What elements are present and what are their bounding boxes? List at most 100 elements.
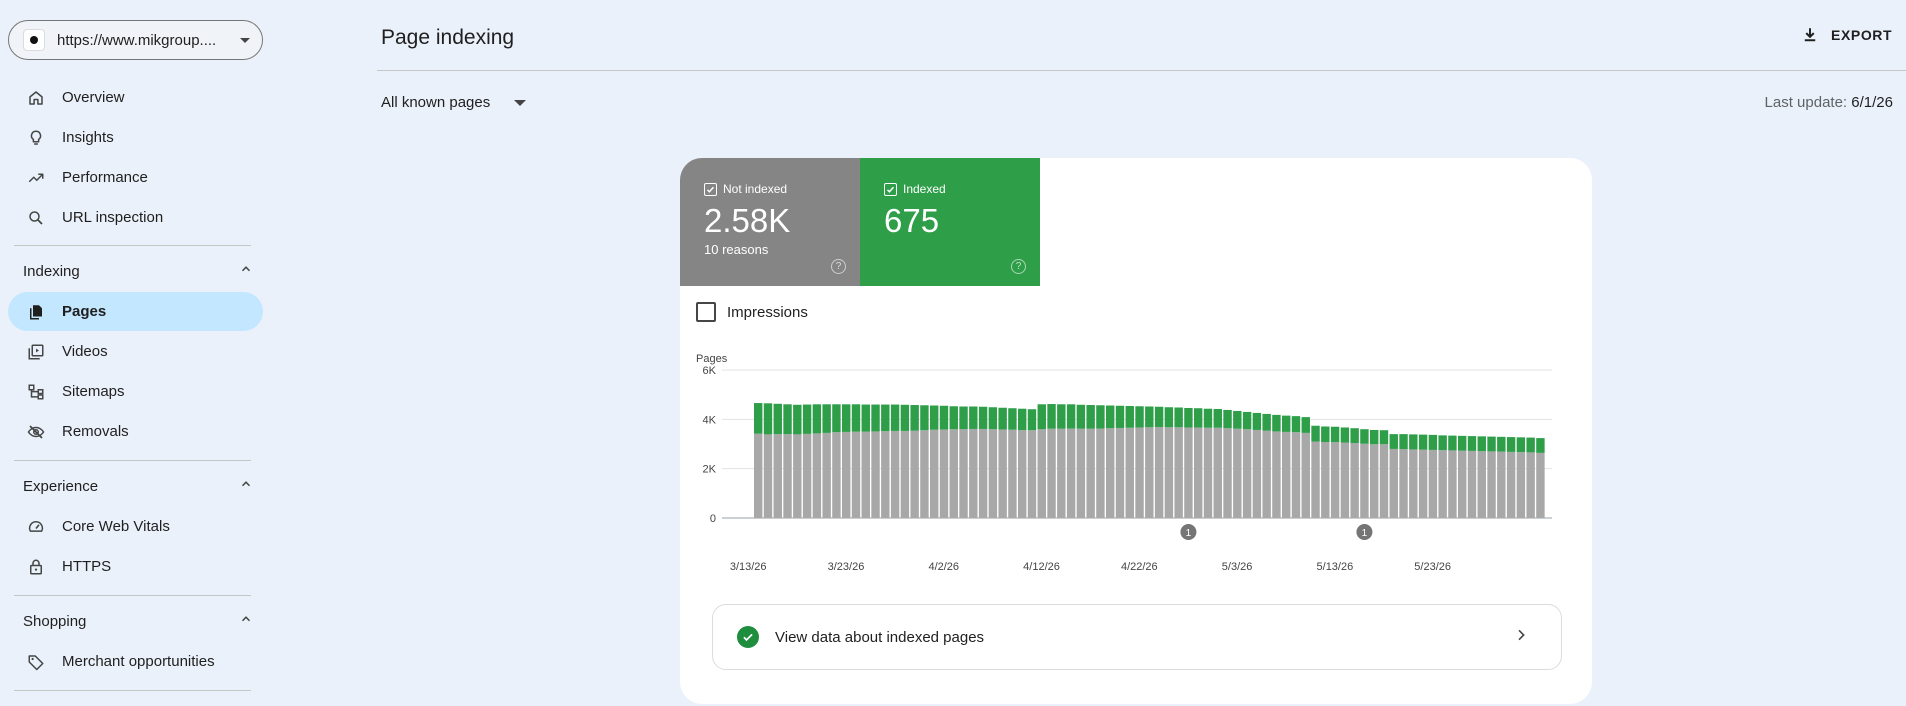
bar-not-indexed [1057,428,1066,518]
nav-videos[interactable]: Videos [8,332,263,371]
bar-indexed [1418,434,1428,450]
bar-indexed [978,406,988,429]
bar-indexed [832,404,841,433]
bar-not-indexed [1506,451,1516,518]
nav-label: URL inspection [62,209,164,226]
bar-not-indexed [890,430,900,518]
bar-not-indexed [1516,452,1526,518]
property-url: https://www.mikgroup.... [57,31,217,49]
x-tick-label: 5/3/26 [1222,561,1253,573]
bar-not-indexed [930,429,939,518]
nav-label: Pages [62,303,107,320]
bar-indexed [1115,405,1125,428]
checkbox-checked-icon[interactable] [884,182,897,196]
bar-indexed [1497,436,1506,452]
bar-indexed [1194,408,1203,428]
nav-sitemaps[interactable]: Sitemaps [8,372,263,411]
sidebar-divider [14,460,251,461]
bar-indexed [1174,407,1183,428]
bar-not-indexed [1233,428,1242,518]
header-divider [377,70,1906,71]
section-title: Shopping [23,612,87,630]
bar-indexed [1086,405,1095,429]
nav-performance[interactable]: Performance [8,158,263,197]
nav-url-inspection[interactable]: URL inspection [8,198,263,237]
check-circle-icon [737,626,759,648]
x-tick-label: 4/2/26 [928,561,959,573]
nav-insights[interactable]: Insights [8,118,263,157]
bar-not-indexed [802,433,812,518]
speed-gauge-icon [26,517,46,537]
bar-not-indexed [1154,426,1164,518]
bar-indexed [998,407,1007,430]
lock-icon [26,557,46,577]
view-indexed-pages-link[interactable]: View data about indexed pages [712,604,1562,670]
sidebar-divider [14,245,251,246]
bar-not-indexed [832,432,841,518]
nav-overview[interactable]: Overview [8,78,263,117]
nav-core-web-vitals[interactable]: Core Web Vitals [8,507,263,546]
bar-indexed [1262,413,1271,431]
bar-indexed [1184,407,1193,428]
bar-indexed [1125,406,1134,428]
checkbox-unchecked-icon[interactable] [696,302,716,322]
section-experience[interactable]: Experience [23,477,253,495]
export-button[interactable]: EXPORT [1801,26,1892,44]
bar-indexed [1203,408,1213,428]
nav-merchant-opportunities[interactable]: Merchant opportunities [8,642,263,681]
bar-indexed [1321,426,1330,443]
nav-removals[interactable]: Removals [8,412,263,451]
bar-not-indexed [1027,430,1037,518]
bar-not-indexed [1458,450,1467,518]
annotation-label: 1 [1186,528,1192,539]
x-tick-label: 4/22/26 [1121,561,1158,573]
bar-indexed [939,405,949,430]
property-selector[interactable]: https://www.mikgroup.... [8,20,263,60]
bar-indexed [1135,406,1144,428]
chevron-up-icon [239,262,253,280]
home-icon [26,88,46,108]
bar-not-indexed [773,434,782,518]
bar-indexed [1389,434,1398,449]
section-indexing[interactable]: Indexing [23,262,253,280]
not-indexed-tile[interactable]: Not indexed 2.58K 10 reasons ? [680,158,860,286]
chevron-right-icon [1513,627,1529,647]
bar-indexed [851,404,861,432]
last-update-value: 6/1/26 [1851,94,1893,111]
nav-pages[interactable]: Pages [8,292,263,331]
export-label: EXPORT [1831,27,1893,43]
bar-not-indexed [1242,429,1252,518]
help-icon[interactable]: ? [1011,259,1026,274]
bar-indexed [1027,409,1037,431]
bar-indexed [1340,427,1350,443]
bar-not-indexed [1076,428,1086,518]
indexed-tile[interactable]: Indexed 675 ? [860,158,1040,286]
help-icon[interactable]: ? [831,259,846,274]
sidebar-divider [14,690,251,691]
impressions-label: Impressions [727,303,808,321]
bar-not-indexed [1477,451,1486,518]
impressions-toggle[interactable]: Impressions [696,302,808,322]
bar-not-indexed [969,428,978,518]
checkbox-checked-icon[interactable] [704,182,717,196]
pages-filter-dropdown[interactable]: All known pages [381,94,527,111]
section-shopping[interactable]: Shopping [23,612,253,630]
bar-indexed [1018,408,1027,431]
nav-https[interactable]: HTTPS [8,547,263,586]
bar-not-indexed [793,434,802,518]
bar-indexed [1096,405,1105,429]
dropdown-caret-icon [514,99,527,106]
bar-indexed [949,406,958,430]
bar-indexed [1057,404,1066,429]
bar-not-indexed [822,432,831,518]
bar-not-indexed [1448,450,1457,518]
bar-indexed [1350,428,1359,444]
bar-indexed [1223,409,1232,429]
lightbulb-icon [26,128,46,148]
video-library-icon [26,342,46,362]
bar-not-indexed [1145,427,1154,518]
view-link-label: View data about indexed pages [775,628,985,646]
bar-indexed [920,405,929,431]
bar-not-indexed [959,429,968,518]
bar-indexed [1066,404,1076,429]
